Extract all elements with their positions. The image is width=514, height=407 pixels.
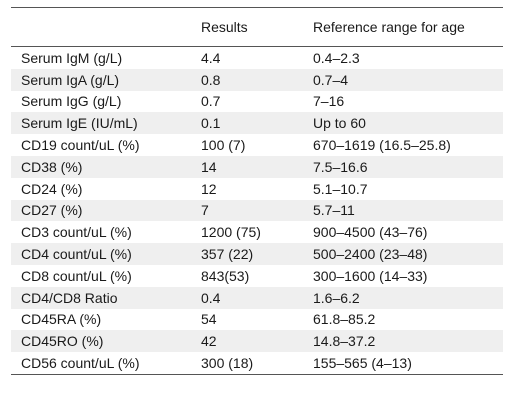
reference-range-cell: 7.5–16.6	[313, 155, 503, 178]
result-cell: 300 (18)	[201, 352, 313, 375]
row-label-cell: Serum IgM (g/L)	[11, 46, 201, 69]
table-row: CD3 count/uL (%) 1200 (75) 900–4500 (43–76…	[11, 221, 503, 244]
row-label-cell: CD27 (%)	[11, 199, 201, 222]
table-row: CD8 count/uL (%) 843(53) 300–1600 (14–33)	[11, 264, 503, 287]
reference-range-cell: 500–2400 (23–48)	[313, 243, 503, 265]
row-label-cell: CD3 count/uL (%)	[11, 221, 201, 244]
result-cell: 54	[201, 308, 313, 331]
table-row: CD56 count/uL (%) 300 (18) 155–565 (4–13)	[11, 352, 503, 375]
result-cell: 1200 (75)	[201, 221, 313, 244]
row-label-cell: CD4 count/uL (%)	[11, 243, 201, 265]
results-table: Results Reference range for age Serum Ig…	[11, 7, 503, 375]
result-cell: 7	[201, 199, 313, 222]
reference-range-cell: 5.1–10.7	[313, 177, 503, 200]
table-row: CD4/CD8 Ratio 0.4 1.6–6.2	[11, 286, 503, 309]
row-label-cell: CD8 count/uL (%)	[11, 264, 201, 287]
table-row: Serum IgE (IU/mL) 0.1 Up to 60	[11, 112, 503, 135]
header-cell-parameter	[11, 7, 201, 47]
reference-range-cell: 14.8–37.2	[313, 330, 503, 353]
table-row: Serum IgA (g/L) 0.8 0.7–4	[11, 68, 503, 91]
results-table-container: Results Reference range for age Serum Ig…	[11, 7, 503, 375]
result-cell: 843(53)	[201, 264, 313, 287]
row-label-cell: Serum IgG (g/L)	[11, 90, 201, 113]
table-row: CD27 (%) 7 5.7–11	[11, 199, 503, 222]
result-cell: 357 (22)	[201, 243, 313, 265]
row-label-cell: CD19 count/uL (%)	[11, 134, 201, 156]
reference-range-cell: 5.7–11	[313, 199, 503, 222]
table-row: Serum IgG (g/L) 0.7 7–16	[11, 90, 503, 113]
header-cell-results: Results	[201, 7, 313, 47]
row-label-cell: CD45RO (%)	[11, 330, 201, 353]
table-row: CD19 count/uL (%) 100 (7) 670–1619 (16.5–2…	[11, 134, 503, 156]
reference-range-cell: 61.8–85.2	[313, 308, 503, 331]
row-label-cell: CD24 (%)	[11, 177, 201, 200]
reference-range-cell: 900–4500 (43–76)	[313, 221, 503, 244]
result-cell: 42	[201, 330, 313, 353]
result-cell: 100 (7)	[201, 134, 313, 156]
table-row: CD24 (%) 12 5.1–10.7	[11, 177, 503, 200]
row-label-cell: CD4/CD8 Ratio	[11, 286, 201, 309]
row-label-cell: Serum IgE (IU/mL)	[11, 112, 201, 135]
result-cell: 0.8	[201, 68, 313, 91]
result-cell: 0.4	[201, 286, 313, 309]
reference-range-cell: 670–1619 (16.5–25.8)	[313, 134, 503, 156]
table-body: Serum IgM (g/L) 4.4 0.4–2.3 Serum IgA (g/L)…	[11, 46, 503, 375]
reference-range-cell: 300–1600 (14–33)	[313, 264, 503, 287]
result-cell: 14	[201, 155, 313, 178]
result-cell: 0.1	[201, 112, 313, 135]
reference-range-cell: 155–565 (4–13)	[313, 352, 503, 375]
result-cell: 0.7	[201, 90, 313, 113]
result-cell: 4.4	[201, 46, 313, 69]
row-label-cell: Serum IgA (g/L)	[11, 68, 201, 91]
table-row: Serum IgM (g/L) 4.4 0.4–2.3	[11, 46, 503, 69]
table-row: CD45RA (%) 54 61.8–85.2	[11, 308, 503, 331]
header-row: Results Reference range for age	[11, 7, 503, 47]
table-row: CD45RO (%) 42 14.8–37.2	[11, 330, 503, 353]
table-row: CD4 count/uL (%) 357 (22) 500–2400 (23–48)	[11, 243, 503, 265]
header-cell-reference-range: Reference range for age	[313, 7, 503, 47]
reference-range-cell: 0.4–2.3	[313, 46, 503, 69]
reference-range-cell: 1.6–6.2	[313, 286, 503, 309]
reference-range-cell: Up to 60	[313, 112, 503, 135]
row-label-cell: CD45RA (%)	[11, 308, 201, 331]
reference-range-cell: 0.7–4	[313, 68, 503, 91]
result-cell: 12	[201, 177, 313, 200]
row-label-cell: CD56 count/uL (%)	[11, 352, 201, 375]
reference-range-cell: 7–16	[313, 90, 503, 113]
table-header: Results Reference range for age	[11, 7, 503, 47]
row-label-cell: CD38 (%)	[11, 155, 201, 178]
table-row: CD38 (%) 14 7.5–16.6	[11, 155, 503, 178]
